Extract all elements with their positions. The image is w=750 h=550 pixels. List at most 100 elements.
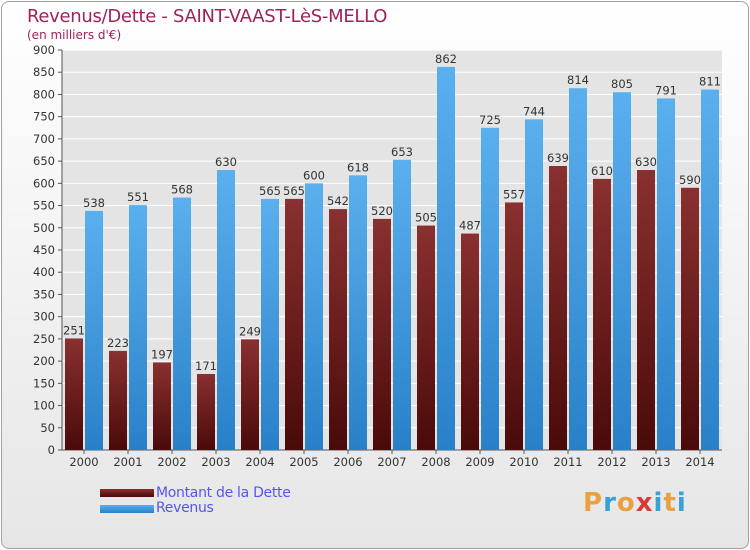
x-tick-label: 2009	[465, 455, 494, 469]
logo-letter: x	[635, 488, 654, 518]
y-tick-label: 850	[33, 65, 55, 79]
y-tick-label: 400	[33, 265, 55, 279]
legend-label-revenus: Revenus	[156, 500, 214, 516]
data-label: 590	[679, 173, 701, 187]
data-label: 520	[371, 204, 393, 218]
x-tick-label: 2002	[157, 455, 186, 469]
bars	[65, 66, 719, 451]
y-tick-label: 650	[33, 154, 55, 168]
bar-revenus	[217, 170, 235, 450]
y-tick-label: 50	[40, 421, 55, 435]
data-label: 565	[259, 184, 281, 198]
x-tick-label: 2003	[201, 455, 230, 469]
data-label: 505	[415, 211, 437, 225]
bar-dette	[417, 225, 435, 450]
x-tick-label: 2010	[509, 455, 538, 469]
logo-letter: o	[616, 488, 636, 518]
data-label: 653	[391, 145, 413, 159]
x-tick-label: 2004	[245, 455, 274, 469]
y-tick-label: 450	[33, 243, 55, 257]
data-label: 538	[83, 196, 105, 210]
y-tick-label: 500	[33, 221, 55, 235]
data-label: 542	[327, 194, 349, 208]
data-label: 487	[459, 219, 481, 233]
data-label: 630	[635, 155, 657, 169]
bar-dette	[681, 187, 699, 450]
bar-dette	[109, 350, 127, 450]
bar-revenus	[261, 198, 279, 450]
x-tick-label: 2008	[421, 455, 450, 469]
y-tick-label: 150	[33, 376, 55, 390]
data-label: 814	[567, 73, 589, 87]
bar-dette	[65, 338, 83, 450]
data-label: 639	[547, 151, 569, 165]
chart-subtitle: (en milliers d'€)	[27, 28, 122, 42]
x-tick-label: 2014	[685, 455, 714, 469]
y-tick-label: 550	[33, 199, 55, 213]
data-label: 725	[479, 113, 501, 127]
data-label: 551	[127, 190, 149, 204]
logo-letter: r	[603, 488, 617, 518]
bar-dette	[549, 166, 567, 450]
bar-revenus	[305, 183, 323, 451]
data-label: 791	[655, 83, 677, 97]
x-tick-label: 2006	[333, 455, 362, 469]
legend-swatch-revenus	[100, 505, 154, 513]
data-label: 251	[63, 323, 85, 337]
data-label: 811	[699, 75, 721, 89]
y-tick-label: 600	[33, 176, 55, 190]
y-tick-label: 100	[33, 399, 55, 413]
bar-dette	[197, 374, 215, 450]
y-tick-label: 700	[33, 132, 55, 146]
bar-revenus	[437, 66, 455, 450]
data-label: 249	[239, 324, 261, 338]
legend-label-dette: Montant de la Dette	[156, 485, 291, 501]
bar-dette	[153, 362, 171, 450]
bar-revenus	[481, 127, 499, 451]
bar-dette	[505, 202, 523, 450]
y-tick-label: 200	[33, 354, 55, 368]
x-tick-label: 2007	[377, 455, 406, 469]
logo-letter: P	[583, 488, 604, 518]
x-tick-label: 2005	[289, 455, 318, 469]
data-label: 223	[107, 336, 129, 350]
axes: 0 50 100 150 200 250 300 350 400 450 500 550 600 650 7…	[33, 43, 722, 469]
bar-revenus	[701, 89, 719, 451]
x-tick-label: 2001	[113, 455, 142, 469]
x-tick-label: 2012	[597, 455, 626, 469]
bar-revenus	[349, 175, 367, 451]
data-label: 197	[151, 347, 173, 361]
data-label: 618	[347, 160, 369, 174]
bar-revenus	[525, 119, 543, 450]
bar-revenus	[569, 88, 587, 450]
bar-revenus	[173, 197, 191, 450]
y-tick-label: 300	[33, 310, 55, 324]
data-label: 568	[171, 183, 193, 197]
data-label: 557	[503, 187, 525, 201]
bar-dette	[241, 339, 259, 450]
logo-letter: t	[663, 488, 677, 518]
data-label: 565	[283, 184, 305, 198]
proxiti-logo: Proxiti	[583, 488, 687, 518]
y-tick-label: 900	[33, 43, 55, 57]
bar-revenus	[613, 92, 631, 450]
data-label: 630	[215, 155, 237, 169]
bar-dette	[461, 233, 479, 450]
bar-revenus	[393, 159, 411, 450]
y-tick-label: 250	[33, 332, 55, 346]
data-label: 171	[195, 359, 217, 373]
bar-dette	[637, 170, 655, 450]
bar-revenus	[657, 98, 675, 450]
chart-title: Revenus/Dette - SAINT-VAAST-LèS-MELLO	[27, 6, 388, 27]
x-tick-label: 2013	[641, 455, 670, 469]
bar-dette	[373, 218, 391, 450]
y-tick-label: 0	[48, 443, 55, 457]
logo-letter: i	[653, 488, 664, 518]
bar-dette	[329, 209, 347, 450]
data-label: 862	[435, 52, 457, 66]
data-label: 610	[591, 164, 613, 178]
x-tick-label: 2000	[69, 455, 98, 469]
logo-letter: i	[676, 488, 687, 518]
